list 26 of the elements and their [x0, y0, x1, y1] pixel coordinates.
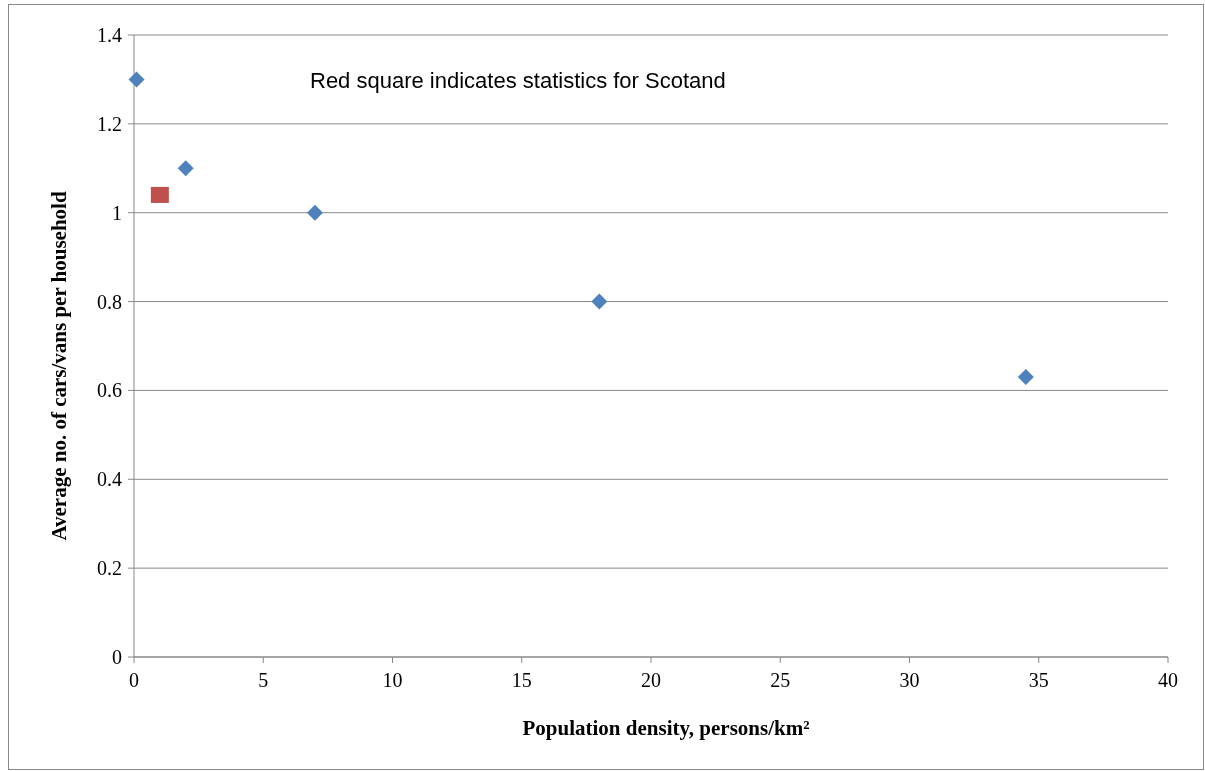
y-axis-title: Average no. of cars/vans per household [47, 191, 71, 541]
x-tick-label: 10 [382, 669, 403, 691]
x-tick-label: 35 [1028, 669, 1049, 691]
y-tick-label: 0.8 [97, 290, 122, 313]
y-tick-label: 0.4 [97, 468, 122, 491]
y-tick-label: 0.6 [97, 379, 122, 402]
point [1017, 369, 1034, 386]
x-tick-label: 15 [511, 669, 532, 691]
x-tick-label: 0 [129, 669, 139, 691]
x-axis-title: Population density, persons/km² [522, 716, 810, 740]
y-tick-label: 1.4 [97, 24, 122, 46]
x-tick-label: 25 [770, 669, 791, 691]
y-tick-label: 1 [112, 201, 122, 224]
x-tick-label: 30 [899, 669, 920, 691]
y-tick-label: 1.2 [97, 112, 122, 135]
x-tick-label: 5 [258, 669, 269, 691]
point [591, 293, 608, 310]
point [150, 186, 169, 203]
point [306, 204, 323, 221]
point [128, 71, 145, 88]
point [177, 160, 194, 177]
x-tick-label: 20 [641, 669, 661, 691]
y-tick-label: 0 [112, 646, 122, 668]
annotation: Red square indicates statistics for Scotand [310, 68, 726, 93]
x-tick-label: 40 [1158, 669, 1178, 691]
y-tick-label: 0.2 [97, 557, 122, 580]
